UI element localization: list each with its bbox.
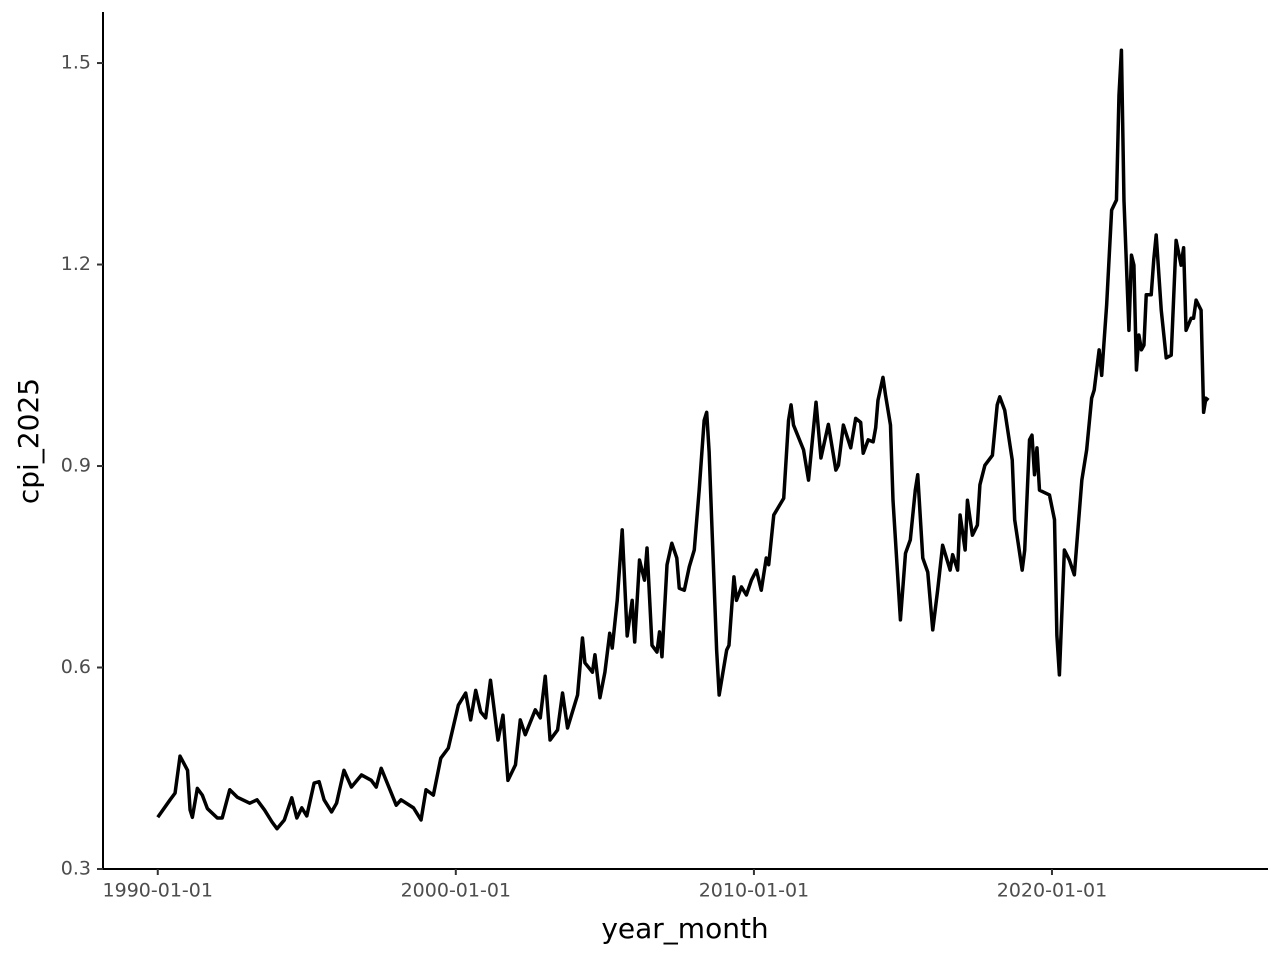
x-tick-label: 1990-01-01 [103, 880, 213, 902]
x-tick-label: 2020-01-01 [997, 880, 1107, 902]
y-tick-label: 0.3 [61, 858, 91, 880]
y-tick-label: 0.6 [61, 656, 91, 678]
y-axis-title: cpi_2025 [12, 378, 45, 504]
y-tick-label: 0.9 [61, 455, 91, 477]
x-tick-label: 2010-01-01 [699, 880, 809, 902]
line [156, 48, 1210, 831]
y-tick-label: 1.5 [61, 52, 91, 74]
x-tick-label: 2000-01-01 [401, 880, 511, 902]
y-tick-label: 1.2 [61, 253, 91, 275]
x-axis-title: year_month [601, 912, 768, 945]
